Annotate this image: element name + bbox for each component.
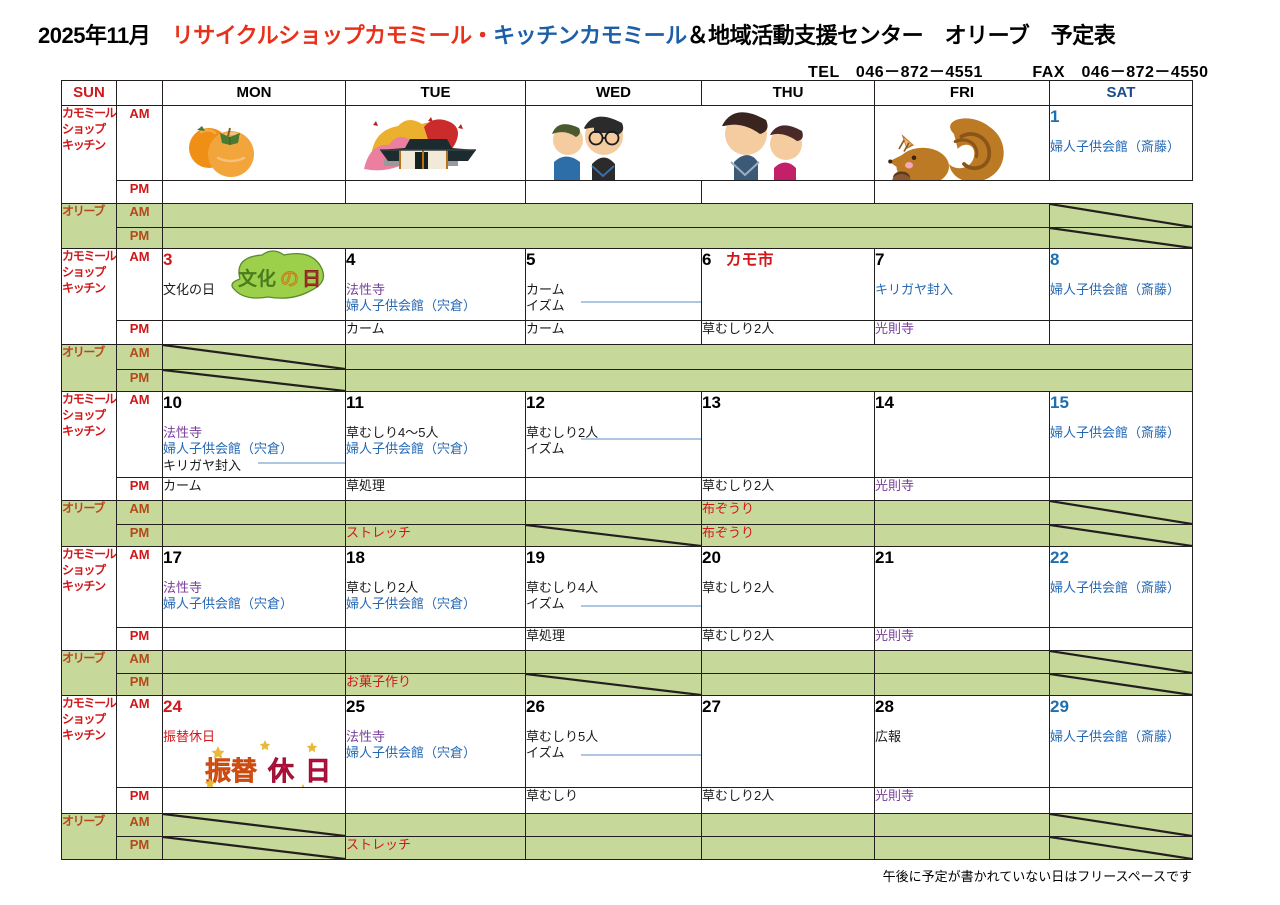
svg-text:振替: 振替: [205, 756, 257, 786]
svg-text:日: 日: [302, 269, 321, 290]
svg-text:休: 休: [267, 756, 295, 786]
svg-text:の: の: [280, 269, 299, 290]
svg-text:文化: 文化: [238, 267, 276, 290]
svg-text:日: 日: [305, 756, 331, 786]
